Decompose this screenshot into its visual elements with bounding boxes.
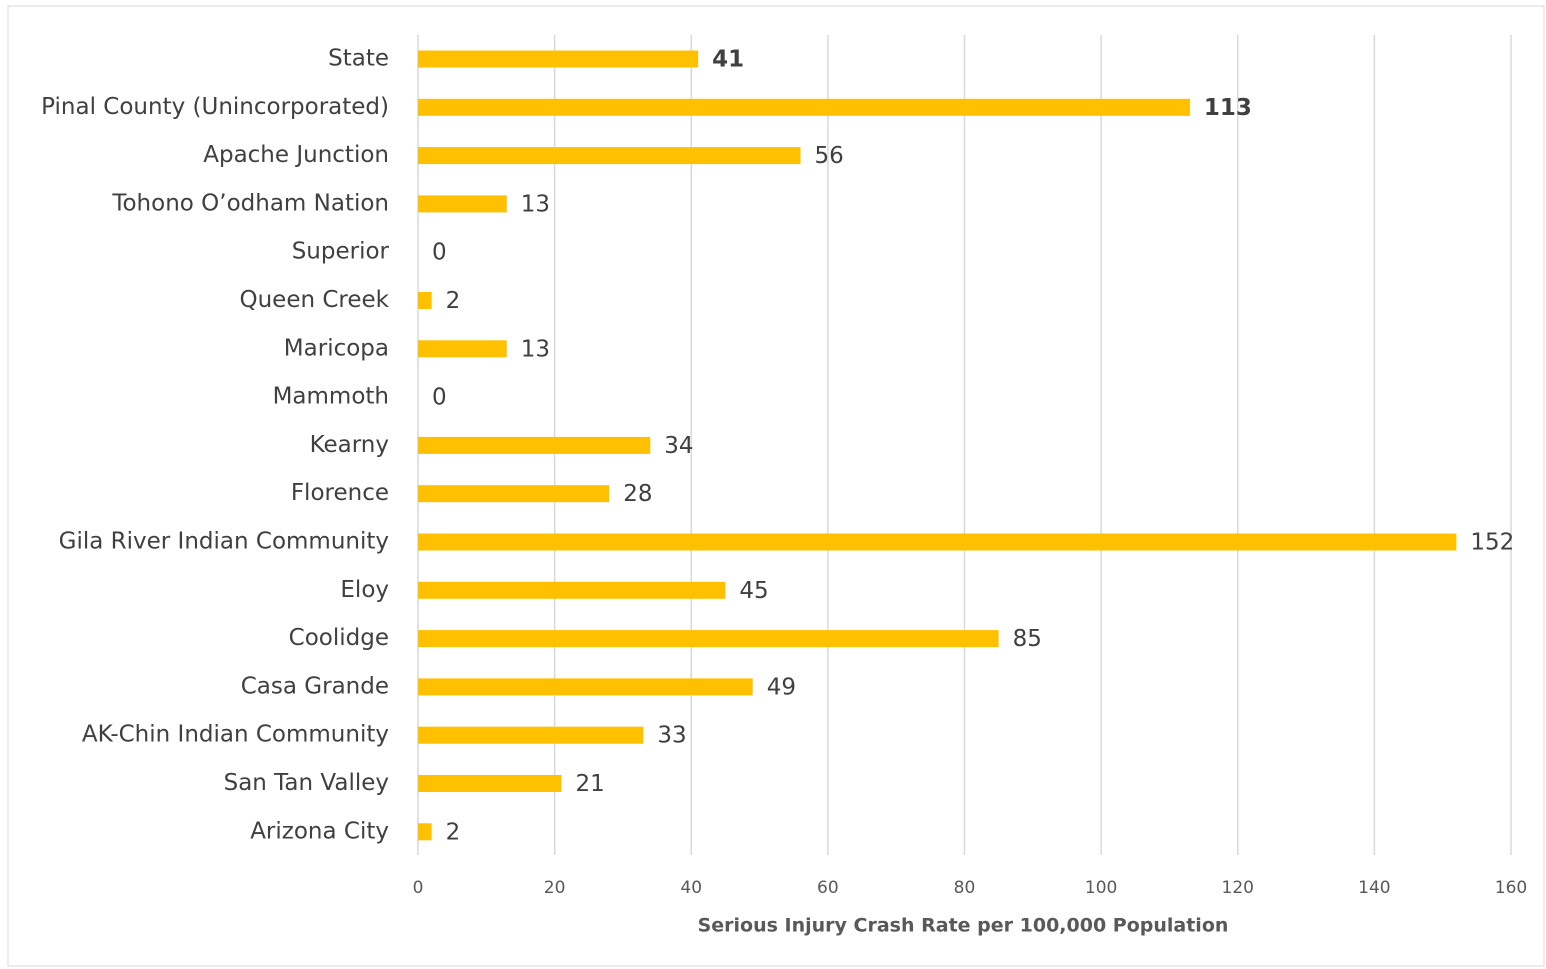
x-axis-title: Serious Injury Crash Rate per 100,000 Po… bbox=[698, 915, 1229, 937]
x-tick-label: 140 bbox=[1358, 878, 1390, 898]
y-tick-label: Eloy bbox=[340, 577, 389, 603]
bar bbox=[418, 485, 610, 503]
y-tick-label: Casa Grande bbox=[241, 673, 389, 699]
bar bbox=[418, 630, 999, 648]
y-tick-label: Apache Junction bbox=[203, 142, 389, 168]
x-tick-label: 20 bbox=[544, 878, 566, 898]
y-tick-label: Kearny bbox=[310, 432, 389, 458]
x-tick-label: 80 bbox=[954, 878, 976, 898]
data-label: 21 bbox=[575, 771, 604, 797]
data-label: 28 bbox=[623, 481, 652, 507]
y-tick-label: Pinal County (Unincorporated) bbox=[41, 94, 389, 120]
y-tick-label: Arizona City bbox=[250, 818, 389, 844]
y-tick-label: Coolidge bbox=[289, 625, 389, 651]
bar bbox=[418, 340, 507, 358]
bar bbox=[418, 533, 1457, 551]
bar bbox=[418, 726, 644, 744]
data-label: 13 bbox=[521, 191, 550, 217]
y-tick-label: AK-Chin Indian Community bbox=[82, 722, 389, 748]
data-label: 56 bbox=[815, 143, 844, 169]
data-label: 85 bbox=[1013, 626, 1042, 652]
y-tick-label: San Tan Valley bbox=[224, 770, 389, 796]
data-label: 0 bbox=[432, 240, 447, 266]
x-tick-label: 100 bbox=[1085, 878, 1117, 898]
y-tick-label: State bbox=[328, 46, 389, 72]
data-label: 2 bbox=[446, 288, 461, 314]
bar bbox=[418, 823, 432, 841]
y-tick-label: Tohono O’odham Nation bbox=[111, 190, 389, 216]
y-tick-label: Mammoth bbox=[273, 384, 389, 410]
y-tick-label: Gila River Indian Community bbox=[59, 529, 389, 555]
bar bbox=[418, 292, 432, 309]
x-tick-label: 60 bbox=[817, 878, 839, 898]
bar bbox=[418, 195, 507, 213]
data-label: 33 bbox=[657, 723, 686, 749]
bar bbox=[418, 98, 1190, 116]
bar bbox=[418, 147, 801, 165]
data-label: 49 bbox=[767, 674, 796, 700]
x-tick-label: 120 bbox=[1222, 878, 1254, 898]
bar bbox=[418, 678, 753, 696]
chart-border bbox=[7, 5, 1545, 967]
data-label: 41 bbox=[712, 47, 744, 73]
data-label: 113 bbox=[1204, 95, 1252, 121]
bar bbox=[418, 436, 651, 454]
y-tick-label: Queen Creek bbox=[240, 287, 390, 313]
bar bbox=[418, 50, 699, 68]
data-label: 13 bbox=[521, 336, 550, 362]
data-label: 152 bbox=[1470, 530, 1514, 556]
y-tick-label: Superior bbox=[292, 239, 390, 265]
data-label: 34 bbox=[664, 433, 693, 459]
data-label: 0 bbox=[432, 385, 447, 411]
bar bbox=[418, 581, 726, 599]
y-tick-label: Maricopa bbox=[284, 335, 389, 361]
data-label: 45 bbox=[739, 578, 768, 604]
x-tick-label: 160 bbox=[1495, 878, 1527, 898]
data-label: 2 bbox=[446, 819, 461, 845]
x-tick-label: 40 bbox=[680, 878, 702, 898]
y-tick-label: Florence bbox=[291, 480, 389, 506]
x-tick-label: 0 bbox=[413, 878, 424, 898]
bar bbox=[418, 775, 562, 792]
